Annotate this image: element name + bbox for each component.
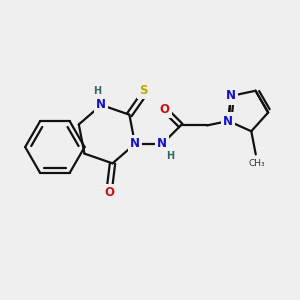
Text: O: O: [104, 186, 115, 199]
Text: N: N: [130, 137, 140, 150]
Text: N: N: [223, 115, 233, 128]
Text: H: H: [93, 86, 101, 96]
Text: N: N: [226, 89, 236, 103]
Text: S: S: [140, 84, 148, 97]
Text: N: N: [96, 98, 106, 112]
Text: N: N: [157, 137, 167, 150]
Text: O: O: [159, 103, 170, 116]
Text: CH₃: CH₃: [249, 159, 266, 168]
Text: H: H: [166, 152, 174, 161]
